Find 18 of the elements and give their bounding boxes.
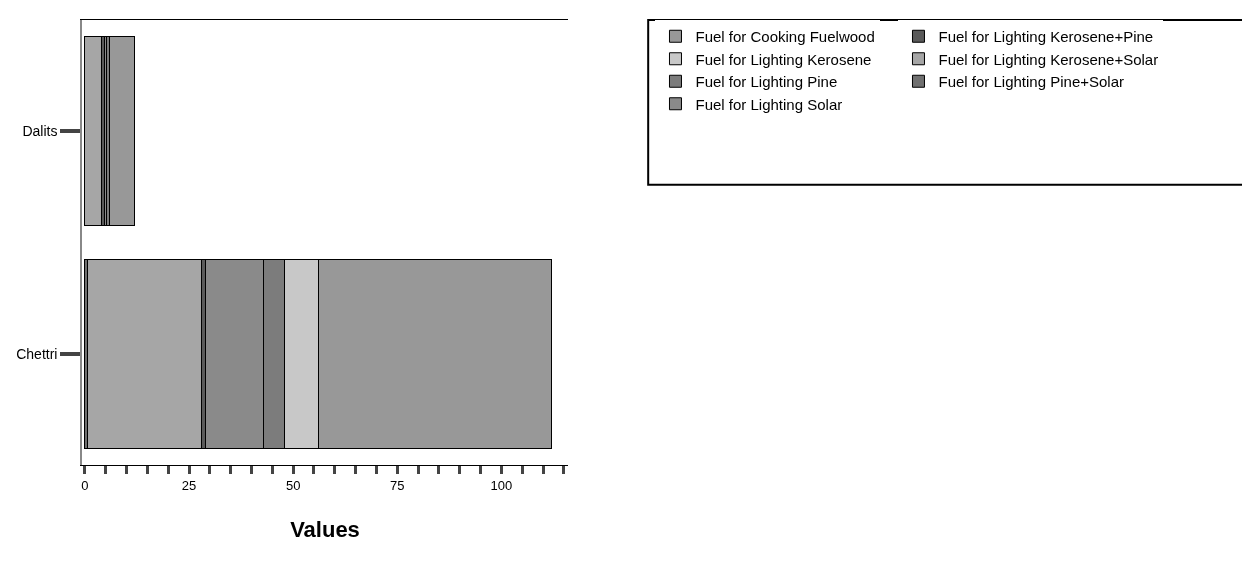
x-tick-label: 75 (390, 477, 405, 493)
legend-label: Fuel for Lighting Pine+Solar (938, 73, 1125, 91)
bar (86, 258, 203, 449)
legend-label: Fuel for Lighting Kerosene+Solar (938, 50, 1159, 68)
legend-label: Fuel for Lighting Solar (695, 95, 843, 113)
legend-label: Fuel for Lighting Kerosene+Pine (938, 28, 1154, 46)
legend-label: Fuel for Lighting Kerosene (695, 50, 872, 68)
x-tick-label: 25 (181, 477, 197, 493)
x-tick-label: 100 (490, 477, 513, 493)
bar (84, 36, 103, 227)
y-tick-label: Dalits (22, 123, 58, 140)
x-tick-label: 50 (285, 477, 301, 493)
bar (108, 36, 135, 227)
x-axis-title: Values (290, 517, 360, 543)
x-tick-label: 0 (81, 477, 89, 493)
y-tick-label: Chettri (16, 345, 58, 362)
legend-label: Fuel for Cooking Fuelwood (695, 28, 875, 46)
legend-label: Fuel for Lighting Pine (695, 73, 838, 91)
